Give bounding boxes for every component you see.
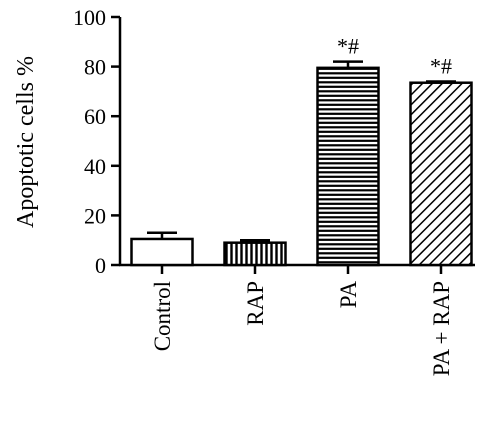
y-axis: 0 20 40 60 80 100	[73, 5, 122, 278]
bar-pa-rap	[409, 81, 473, 267]
x-axis: Control RAP PA PA + RAP	[119, 263, 475, 376]
y-tick-label: 80	[84, 55, 106, 80]
x-tick-label: PA + RAP	[429, 281, 454, 376]
significance-label: *#	[430, 53, 452, 78]
x-tick-label: Control	[150, 281, 175, 351]
bar-control	[130, 237, 194, 267]
y-tick-label: 40	[84, 154, 106, 179]
y-tick-label: 20	[84, 203, 106, 228]
y-tick-label: 100	[73, 5, 106, 30]
y-axis-title: Apoptotic cells %	[13, 56, 39, 228]
bar-pa	[316, 66, 380, 267]
x-tick-label: PA	[336, 281, 361, 309]
y-tick-label: 0	[95, 253, 106, 278]
bars-group: *# *#	[130, 34, 473, 267]
x-tick-label: RAP	[243, 281, 268, 326]
significance-label: *#	[337, 34, 359, 59]
bar-rap	[223, 241, 287, 267]
y-tick-label: 60	[84, 104, 106, 129]
